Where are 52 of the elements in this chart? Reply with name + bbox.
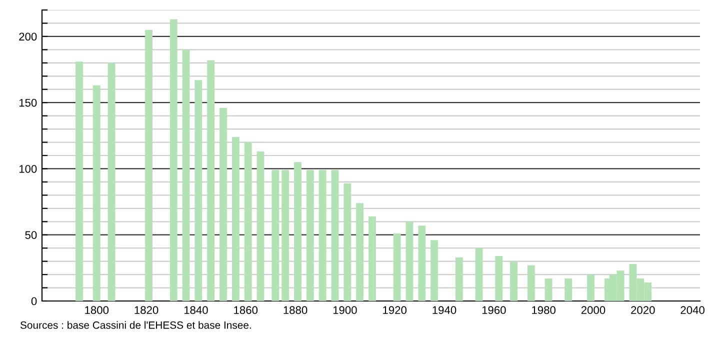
bar xyxy=(220,108,227,301)
x-tick-label: 1960 xyxy=(482,306,506,314)
bar xyxy=(564,278,572,301)
y-tick-label: 150 xyxy=(19,98,37,107)
bar xyxy=(331,170,339,301)
y-tick-label: 200 xyxy=(19,32,37,41)
bar xyxy=(406,222,414,301)
bar xyxy=(344,183,352,301)
bar xyxy=(108,62,116,301)
x-tick-label: 1840 xyxy=(184,306,208,314)
bar xyxy=(232,136,240,301)
x-tick-label: 1880 xyxy=(284,306,308,314)
y-tick-label: 0 xyxy=(31,297,37,306)
y-tick-label: 50 xyxy=(25,231,37,239)
bar xyxy=(272,170,280,301)
x-tick-label: 1900 xyxy=(333,306,357,314)
x-tick-label: 1860 xyxy=(234,306,258,314)
bar xyxy=(170,19,178,301)
bar xyxy=(418,226,426,301)
bar xyxy=(182,50,190,301)
bar xyxy=(587,274,594,301)
bar xyxy=(294,162,302,301)
bar xyxy=(306,170,314,301)
bar xyxy=(510,261,518,301)
x-tick-label: 1980 xyxy=(532,306,556,314)
bar xyxy=(76,62,83,301)
bar xyxy=(356,203,364,301)
bar xyxy=(393,234,401,301)
bar xyxy=(455,257,463,301)
bar xyxy=(527,265,535,301)
x-tick-label: 1820 xyxy=(134,306,158,314)
x-tick-label: 1940 xyxy=(432,306,456,314)
bar xyxy=(475,248,483,301)
x-tick-label: 1800 xyxy=(85,306,109,314)
bar xyxy=(244,142,252,301)
bar xyxy=(368,216,376,301)
bar xyxy=(207,60,215,301)
bar xyxy=(145,30,152,301)
bar xyxy=(495,256,503,301)
bar xyxy=(430,240,438,301)
x-tick-label: 2020 xyxy=(631,306,655,314)
x-tick-label: 1920 xyxy=(383,306,407,314)
x-tick-label: 2000 xyxy=(581,306,606,314)
bar xyxy=(318,170,326,301)
bar xyxy=(194,80,202,301)
bar xyxy=(282,170,290,301)
y-tick-label: 100 xyxy=(19,164,37,173)
x-tick-label: 2040 xyxy=(680,306,704,314)
source-note: Sources : base Cassini de l'EHESS et base Insee. xyxy=(20,321,251,329)
bar xyxy=(92,85,100,301)
bar xyxy=(256,152,264,301)
bar xyxy=(544,278,552,301)
